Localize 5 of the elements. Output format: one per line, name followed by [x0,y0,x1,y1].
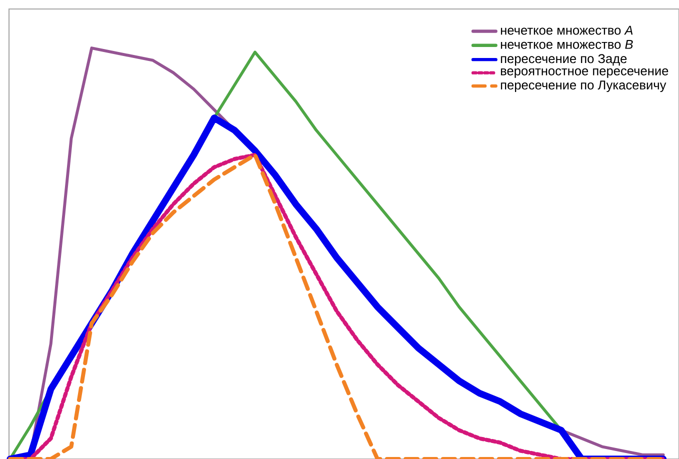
legend-label: вероятностное пересечение [500,68,668,78]
legend-label: нечеткое множество B [500,40,633,49]
legend-label: нечеткое множество A [500,26,633,35]
legend-label: пересечение по Лукасевичу [500,80,666,92]
legend-label: пересечение по Заде [500,54,627,66]
